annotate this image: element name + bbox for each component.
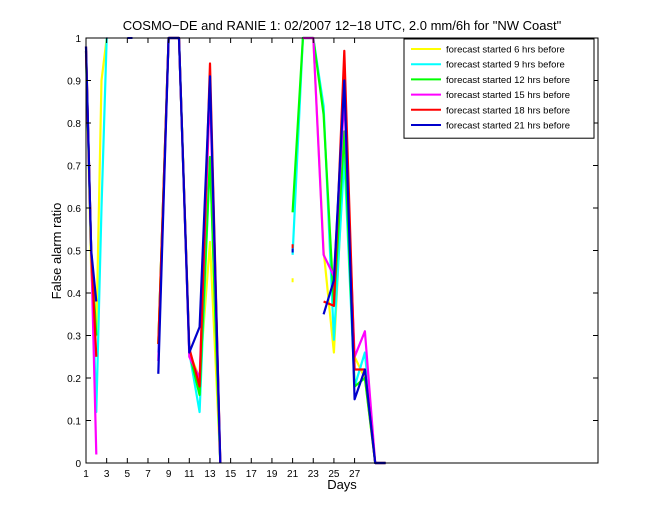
x-tick-label: 21	[287, 469, 299, 480]
legend-label: forecast started 18 hrs before	[446, 105, 570, 116]
legend-label: forecast started 15 hrs before	[446, 90, 570, 101]
y-tick-label: 0.9	[67, 77, 81, 88]
chart-title: COSMO−DE and RANIE 1: 02/2007 12−18 UTC,…	[123, 18, 562, 33]
x-tick-label: 25	[328, 469, 340, 480]
y-tick-label: 0	[75, 459, 81, 470]
x-tick-label: 15	[225, 469, 237, 480]
x-tick-label: 13	[204, 469, 216, 480]
y-axis-label: False alarm ratio	[49, 203, 64, 300]
y-tick-label: 0.6	[67, 204, 81, 215]
x-axis-label: Days	[327, 477, 357, 492]
legend-label: forecast started 9 hrs before	[446, 60, 565, 71]
x-tick-label: 5	[125, 469, 131, 480]
legend-label: forecast started 6 hrs before	[446, 45, 565, 56]
x-tick-label: 23	[308, 469, 320, 480]
x-tick-label: 3	[104, 469, 110, 480]
y-tick-label: 0.5	[67, 247, 81, 258]
y-tick-label: 1	[75, 34, 81, 45]
axes-layer: 00.10.20.30.40.50.60.70.80.911 3 5 7 9 11 13 15…	[67, 34, 599, 480]
legend-label: forecast started 12 hrs before	[446, 75, 570, 86]
legend: forecast started 6 hrs before forecast st…	[403, 38, 595, 139]
legend-box	[403, 38, 595, 139]
series-layer	[84, 36, 386, 465]
series-2-line	[291, 36, 386, 465]
y-tick-label: 0.3	[67, 332, 81, 343]
y-tick-label: 0.2	[67, 374, 81, 385]
series-6-line	[84, 46, 98, 302]
x-tick-label: 17	[246, 469, 258, 480]
legend-label: forecast started 21 hrs before	[446, 121, 570, 132]
y-tick-label: 0.7	[67, 162, 81, 173]
x-tick-label: 27	[349, 469, 361, 480]
x-tick-label: 11	[184, 469, 195, 480]
x-tick-label: 9	[166, 469, 172, 480]
series-5-line	[323, 49, 386, 465]
x-tick-label: 7	[145, 469, 151, 480]
y-tick-label: 0.8	[67, 119, 81, 130]
y-tick-label: 0.1	[67, 417, 81, 428]
x-tick-label: 1	[83, 469, 89, 480]
x-tick-label: 19	[266, 469, 278, 480]
y-tick-label: 0.4	[67, 289, 81, 300]
